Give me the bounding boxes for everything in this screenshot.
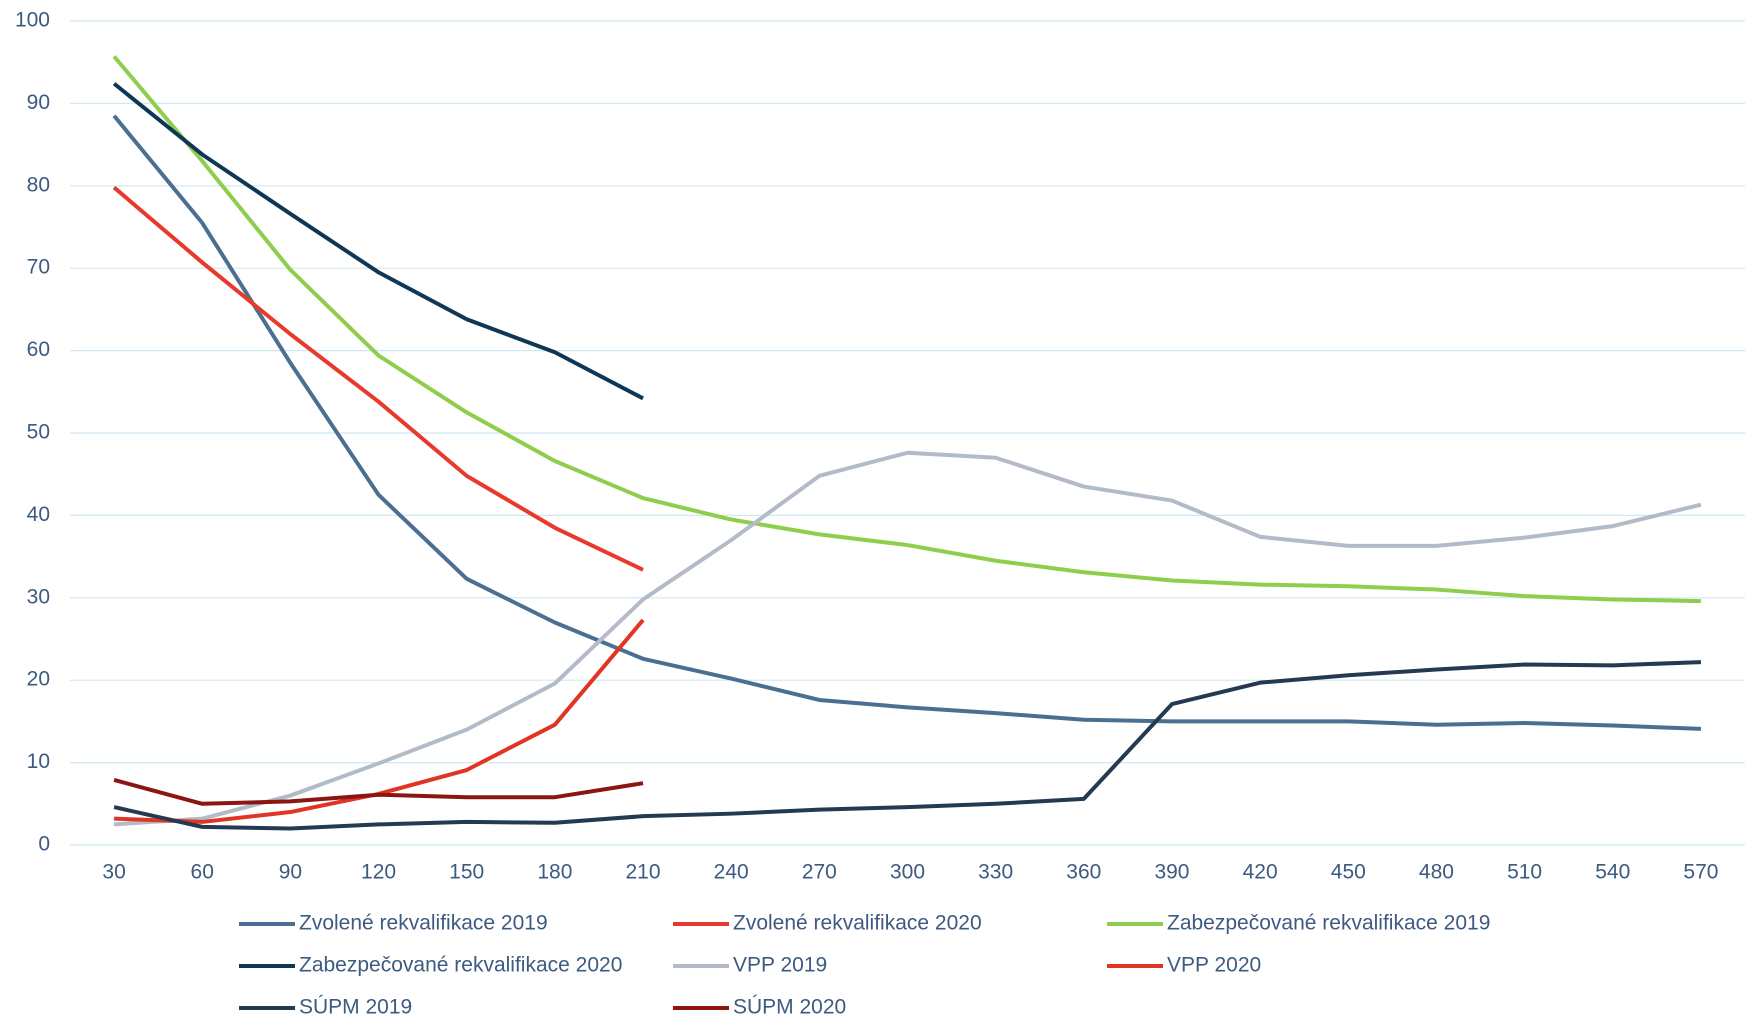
y-tick-label: 30 bbox=[27, 585, 50, 608]
x-tick-label: 480 bbox=[1419, 861, 1454, 884]
legend-label: VPP 2019 bbox=[733, 954, 827, 977]
x-tick-label: 420 bbox=[1243, 861, 1278, 884]
x-tick-label: 510 bbox=[1507, 861, 1542, 884]
x-tick-label: 360 bbox=[1066, 861, 1101, 884]
legend-label: SÚPM 2019 bbox=[299, 996, 412, 1019]
y-tick-label: 20 bbox=[27, 668, 50, 691]
y-tick-label: 10 bbox=[27, 750, 50, 773]
x-tick-label: 150 bbox=[449, 861, 484, 884]
series-line bbox=[113, 777, 644, 806]
series-line bbox=[112, 82, 644, 401]
x-tick-label: 450 bbox=[1331, 861, 1366, 884]
series-line bbox=[112, 55, 1701, 604]
x-tick-label: 30 bbox=[102, 861, 125, 884]
legend-label: Zvolené rekvalifikace 2019 bbox=[299, 912, 548, 935]
y-tick-label: 50 bbox=[27, 421, 50, 444]
x-tick-label: 120 bbox=[361, 861, 396, 884]
y-tick-label: 70 bbox=[27, 256, 50, 279]
series-line bbox=[114, 618, 645, 824]
series-line bbox=[112, 114, 1701, 731]
x-tick-label: 330 bbox=[978, 861, 1013, 884]
x-tick-label: 270 bbox=[802, 861, 837, 884]
x-tick-label: 60 bbox=[191, 861, 214, 884]
x-tick-label: 180 bbox=[537, 861, 572, 884]
series-line bbox=[112, 185, 644, 572]
series-line bbox=[113, 660, 1701, 831]
y-tick-label: 80 bbox=[27, 173, 50, 196]
x-tick-label: 570 bbox=[1683, 861, 1718, 884]
legend-label: Zvolené rekvalifikace 2020 bbox=[733, 912, 982, 935]
y-tick-label: 40 bbox=[27, 503, 50, 526]
y-tick-label: 90 bbox=[27, 91, 50, 114]
x-tick-label: 300 bbox=[890, 861, 925, 884]
y-tick-label: 100 bbox=[15, 9, 50, 32]
x-tick-label: 90 bbox=[279, 861, 302, 884]
series-line bbox=[113, 450, 1702, 827]
legend-label: SÚPM 2020 bbox=[733, 996, 846, 1019]
legend-label: Zabezpečované rekvalifikace 2020 bbox=[299, 954, 622, 977]
x-tick-label: 240 bbox=[714, 861, 749, 884]
x-tick-label: 390 bbox=[1154, 861, 1189, 884]
legend-label: Zabezpečované rekvalifikace 2019 bbox=[1167, 912, 1490, 935]
x-tick-label: 540 bbox=[1595, 861, 1630, 884]
y-tick-label: 0 bbox=[38, 833, 50, 856]
y-tick-label: 60 bbox=[27, 338, 50, 361]
x-tick-label: 210 bbox=[626, 861, 661, 884]
legend-label: VPP 2020 bbox=[1167, 954, 1261, 977]
